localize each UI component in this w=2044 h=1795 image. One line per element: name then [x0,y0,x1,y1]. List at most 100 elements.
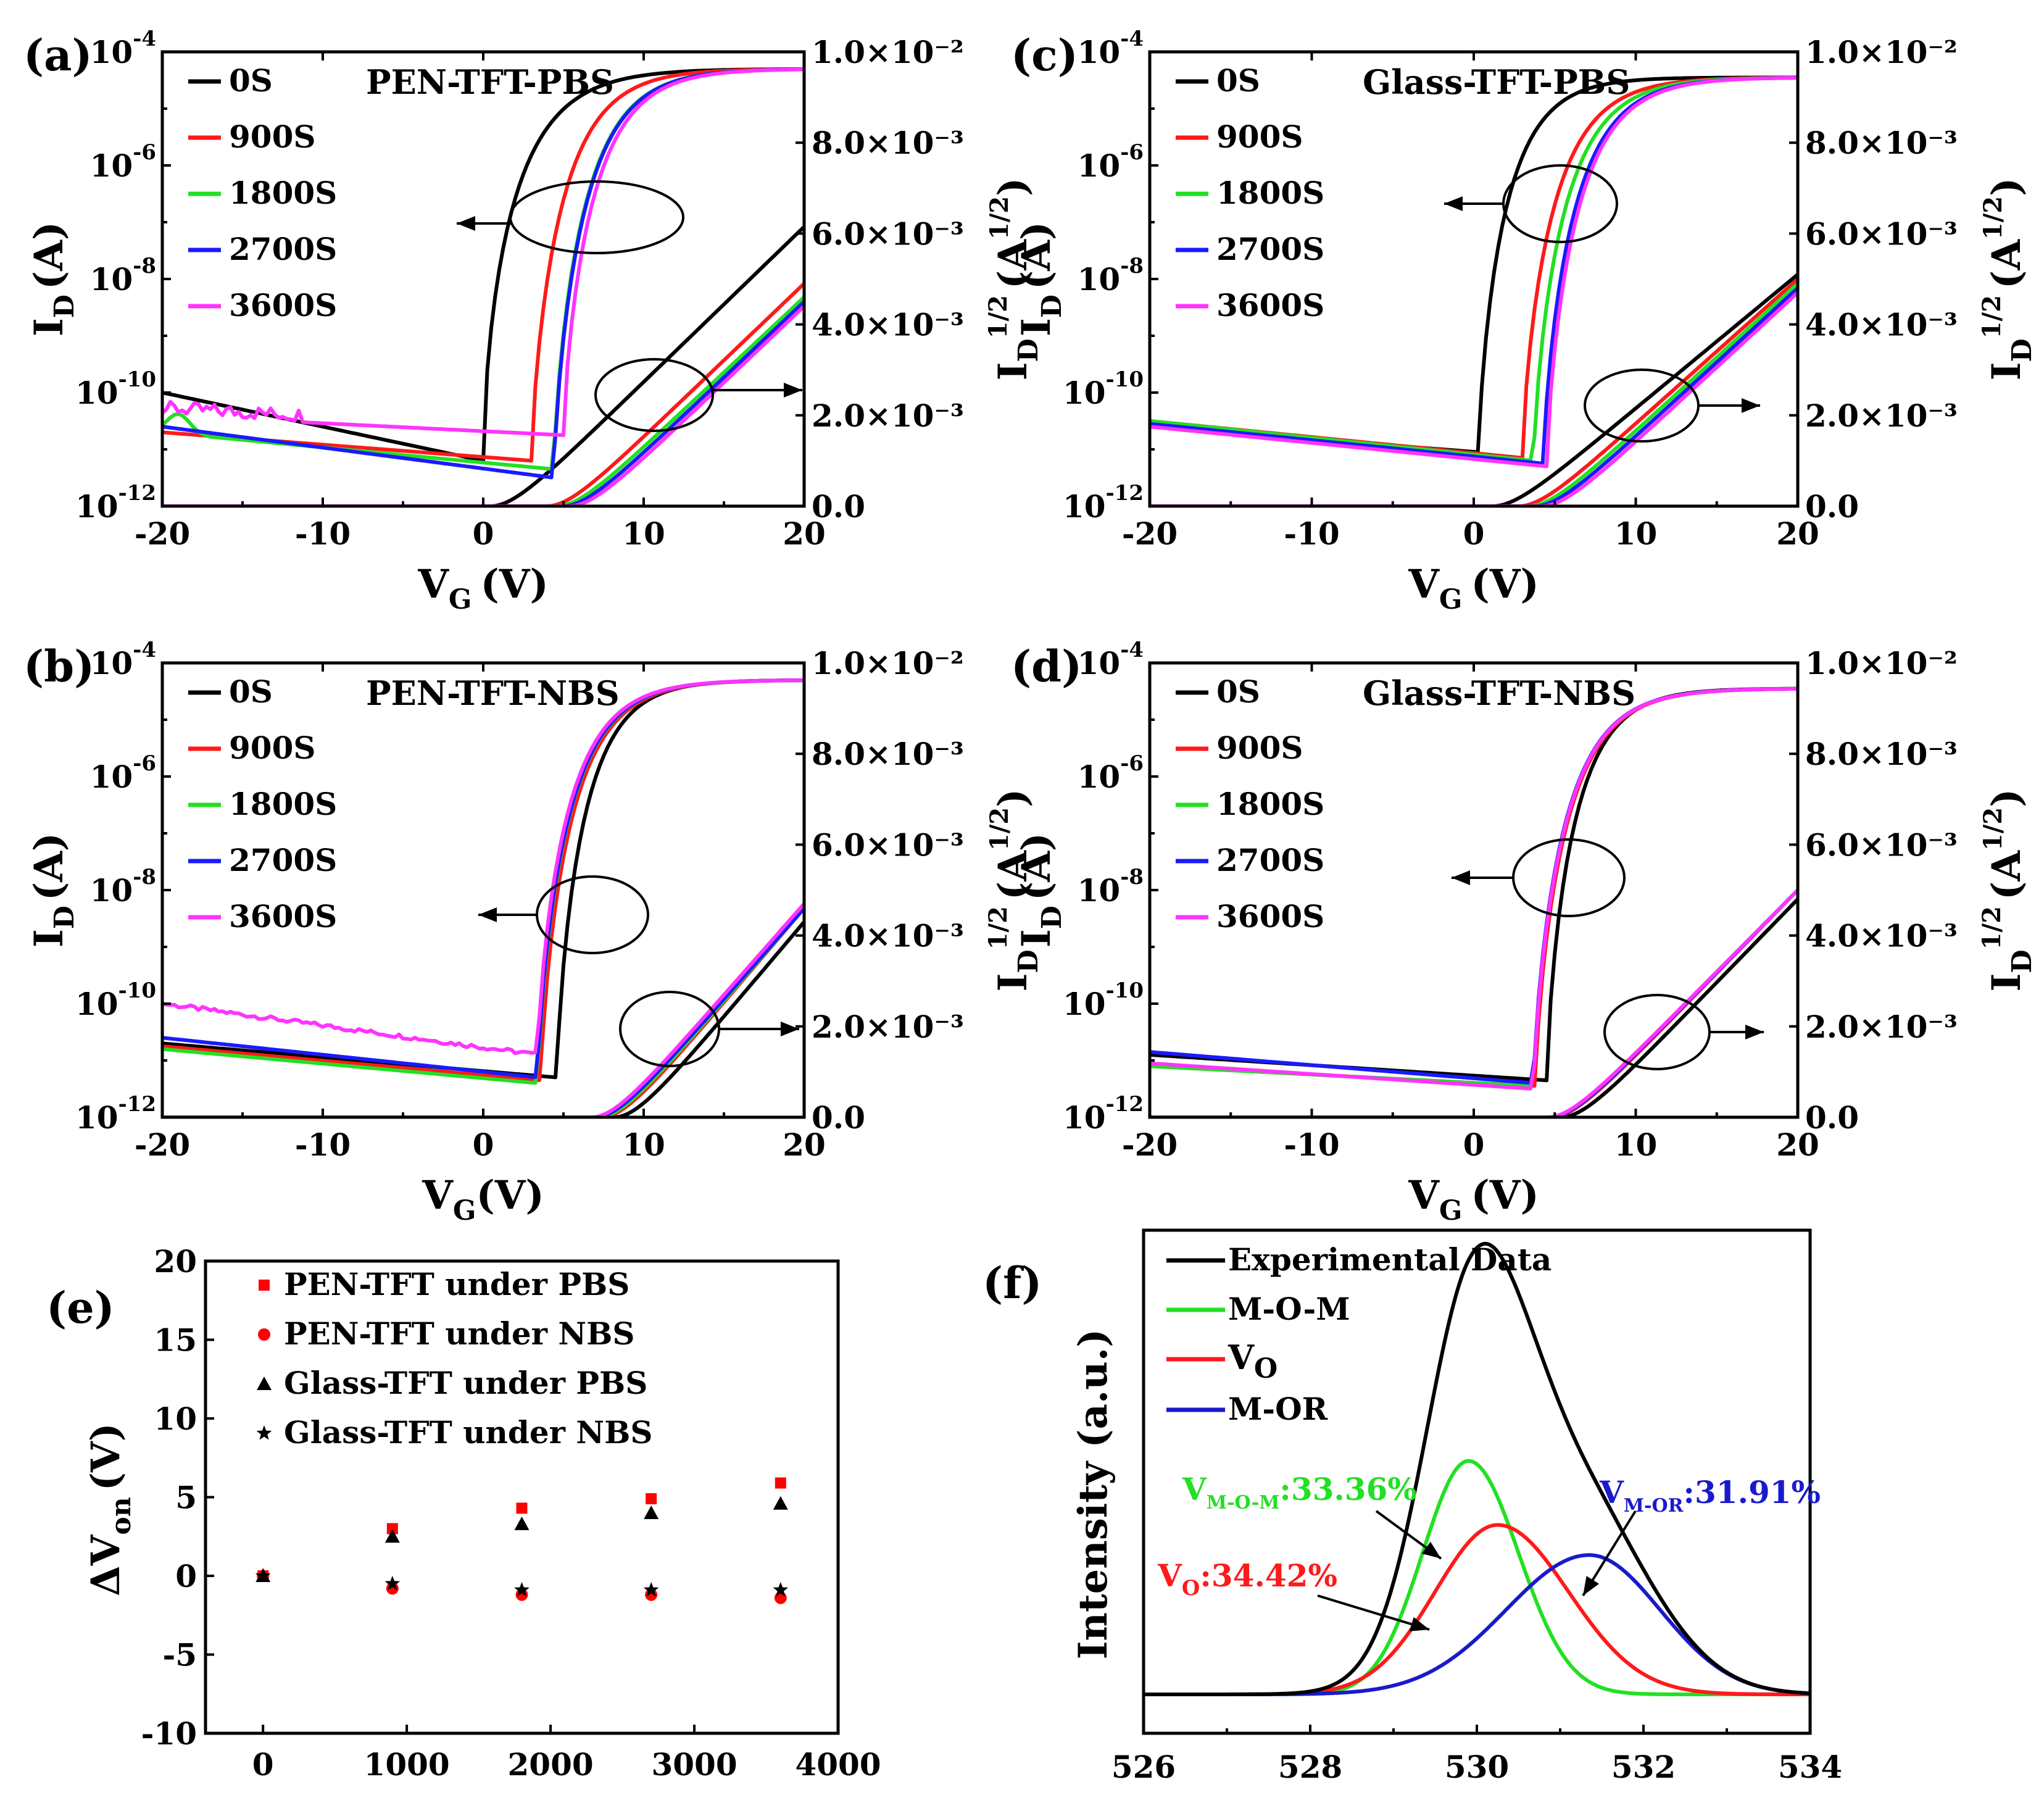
y-axis-title-unit: (A) [1013,222,1060,289]
legend-label-900S: 900S [229,119,315,155]
x-axis-title-sub: G [1439,584,1463,615]
x-axis-title-sub: G [1439,1195,1463,1227]
point-square-3 [646,1493,657,1505]
y-axis-title-sub: D [49,294,80,318]
x-tick-label: -20 [1122,515,1178,552]
y2-axis-title-sup: 1/2 [984,906,1013,949]
legend-label-2700S: 2700S [229,231,337,267]
panel-label: (f) [983,1257,1042,1309]
sqrt-curve-900S [1150,277,1798,506]
annotation-vo-val: :34.42% [1200,1557,1337,1594]
legend-label-0S: 0S [229,62,273,99]
x-tick-label: -10 [295,515,351,552]
y-tick-label: 10-4 [90,27,156,70]
panel-title: PEN-TFT-NBS [366,673,620,713]
curves-d [1150,686,1798,1117]
annotation-mom: VM-O-M:33.36% [1182,1471,1417,1514]
x-tick-label: -20 [135,515,190,552]
x-axis-title-unit: (V) [476,1172,544,1218]
y-tick-exp: -4 [1120,638,1144,662]
right-axis-arrow-head [1745,1025,1764,1039]
y-tick-base: 10 [1078,148,1121,184]
curves-b [162,678,804,1117]
legend-marker-0 [259,1280,270,1291]
panel-f: 526 528 530 532 534 Intensity (a.u.) (f) Experi… [983,1228,1842,1785]
y-tick-label: 10-8 [1078,865,1144,909]
legend-vo-sub: O [1254,1353,1278,1385]
annotation-vo-arrow-shaft [1317,1594,1430,1631]
y-tick-exp: -4 [1120,27,1144,51]
y-tick-exp: -12 [118,1092,156,1117]
y-axis-title: ID (A) [1013,222,1068,336]
legend-label-mom: M-O-M [1228,1291,1350,1327]
y2-tick-label: 6.0×10⁻³ [812,827,964,863]
sqrt-curve-2700S [162,300,804,506]
y2-tick-label: 8.0×10⁻³ [812,125,964,161]
panel-d: -20 -10 0 10 2010-1210-1010-810-610-40.02.0×… [1011,638,2038,1227]
legend-marker-1 [258,1328,270,1341]
y-tick-label: 10-12 [1063,1092,1144,1136]
sqrt-curve-2700S [162,907,804,1117]
y2-tick-label: 0.0 [1805,488,1859,525]
y-tick-label: 10-10 [75,367,156,411]
panel-title: PEN-TFT-PBS [366,62,614,102]
y2-axis-title-unit-close: ) [990,789,1036,807]
annotation-mor-val: :31.91% [1684,1474,1821,1510]
x-axis-title: VG(V) [422,1172,544,1227]
x-tick-label: -10 [1284,515,1339,552]
y2-axis-title-unit: (A [990,239,1036,289]
y2-axis-title-sub: D [2006,338,2038,362]
legend-label-900S: 900S [229,730,315,766]
y2-tick-label: 1.0×10⁻² [1805,645,1958,681]
y-tick-label: 0 [175,1558,197,1594]
y2-axis-title-unit: (A [1984,850,2030,900]
legend-label: Glass-TFT under NBS [284,1414,653,1451]
y2-tick-label: 0.0 [812,1099,865,1136]
annotation-vo-sub: O [1182,1576,1200,1601]
y-tick-exp: -8 [133,865,156,889]
legend-label-900S: 900S [1216,730,1303,766]
y-tick-label: -5 [162,1637,197,1673]
y-tick-exp: -6 [1120,751,1144,776]
annotation-vo-arrow-head [1409,1617,1429,1631]
y2-tick-label: 6.0×10⁻³ [1805,215,1958,252]
x-axis-title-unit: (V) [481,561,549,607]
sqrt-curve-3600S [162,305,804,506]
annotation-vo-main: V [1157,1557,1182,1594]
x-tick-label: 534 [1778,1749,1842,1785]
x-axis-title-unit: (V) [1471,561,1539,607]
left-axis-arrow-head [478,907,497,922]
y-tick-label: 10-10 [1063,367,1144,411]
point-star-0 [255,1568,271,1583]
y-axis-title-unit: (A) [26,222,72,289]
sqrt-curve-0S [1150,898,1798,1117]
point-triangle-3 [644,1506,659,1519]
y2-axis-title: ID1/2(A1/2) [1977,178,2038,381]
x-tick-label: 10 [622,515,665,552]
x-tick-label: 20 [1776,515,1819,552]
x-axis-title-main: V [1408,561,1440,607]
y2-axis-title-main: I [1984,362,2030,381]
legend-label-vo: VO [1228,1338,1278,1385]
log-curve-3600S [1150,686,1798,1091]
x-tick-label: 20 [1776,1127,1819,1163]
y2-tick-label: 4.0×10⁻³ [812,307,964,343]
y-tick-exp: -10 [118,367,156,392]
point-square-2 [516,1502,528,1514]
x-tick-label: -10 [295,1127,351,1163]
y-tick-base: 10 [90,645,133,681]
y-tick-base: 10 [1078,261,1121,298]
sqrt-curve-1800S [162,296,804,506]
y-tick-base: 10 [90,148,133,184]
point-triangle-4 [773,1496,788,1510]
y2-axis-title: ID1/2(A1/2) [984,178,1044,381]
x-tick-label: 10 [1614,1127,1658,1163]
y-tick-exp: -8 [1120,254,1144,278]
y-axis-title-unit: (A) [1013,833,1060,901]
x-axis-title-main: V [422,1172,454,1218]
point-star-2 [514,1581,530,1597]
y-tick-exp: -12 [1106,481,1144,506]
x-tick-label: 10 [622,1127,665,1163]
y2-axis-title-sub: D [2006,949,2038,973]
y2-tick-label: 4.0×10⁻³ [1805,307,1958,343]
